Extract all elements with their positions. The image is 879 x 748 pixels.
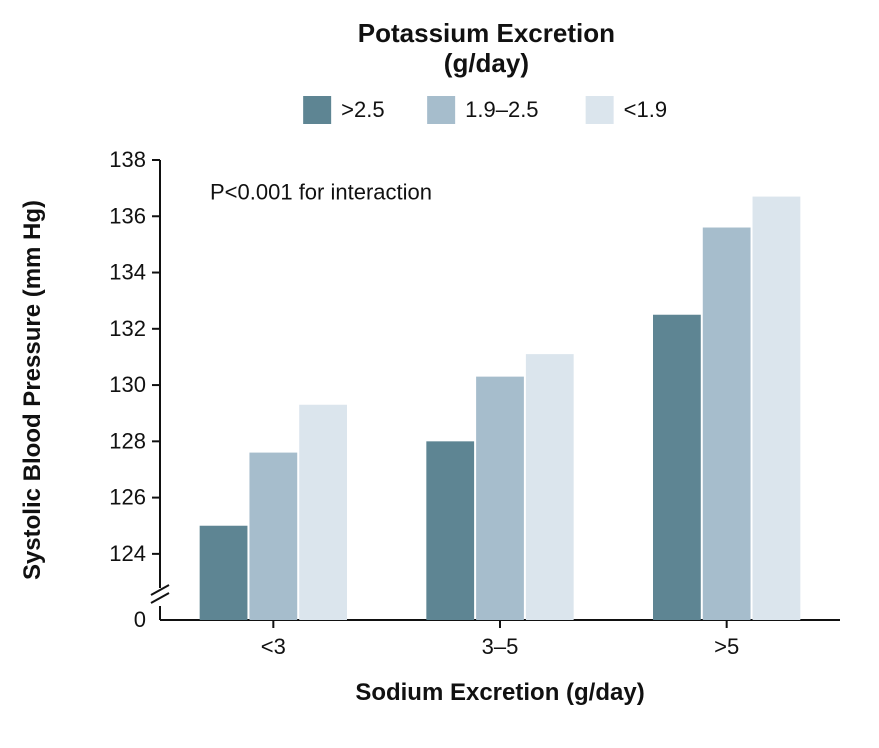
legend-label: >2.5	[341, 97, 384, 122]
y-axis-title: Systolic Blood Pressure (mm Hg)	[19, 200, 46, 580]
x-tick-label: 3–5	[482, 634, 519, 659]
y-tick-label: 138	[109, 147, 146, 172]
legend-label: <1.9	[624, 97, 667, 122]
bar	[753, 197, 801, 620]
bar	[426, 441, 474, 620]
chart-container: Potassium Excretion(g/day) >2.5 1.9–2.5 <1.…	[0, 0, 879, 748]
bar	[703, 228, 751, 620]
legend-label: 1.9–2.5	[465, 97, 538, 122]
bar	[476, 377, 524, 620]
chart-title: Potassium Excretion	[358, 18, 615, 48]
y-tick-label: 136	[109, 203, 146, 228]
bar	[249, 453, 297, 620]
bar	[653, 315, 701, 620]
bar	[299, 405, 347, 620]
y-tick-label: 132	[109, 316, 146, 341]
y-tick-label: 134	[109, 260, 146, 285]
chart-subtitle: (g/day)	[444, 48, 529, 78]
legend-swatch	[586, 96, 614, 124]
y-tick-label: 130	[109, 372, 146, 397]
x-tick-label: <3	[261, 634, 286, 659]
p-value-annotation: P<0.001 for interaction	[210, 179, 432, 204]
x-axis-title: Sodium Excretion (g/day)	[355, 679, 644, 706]
legend-swatch	[303, 96, 331, 124]
y-tick-label: 124	[109, 541, 146, 566]
grouped-bar-chart: Potassium Excretion(g/day) >2.5 1.9–2.5 <1.…	[0, 0, 879, 748]
bar	[526, 354, 574, 620]
bar	[200, 526, 248, 620]
x-tick-label: >5	[714, 634, 739, 659]
y-tick-label: 126	[109, 485, 146, 510]
legend-swatch	[427, 96, 455, 124]
y-zero-label: 0	[134, 607, 146, 632]
y-tick-label: 128	[109, 428, 146, 453]
